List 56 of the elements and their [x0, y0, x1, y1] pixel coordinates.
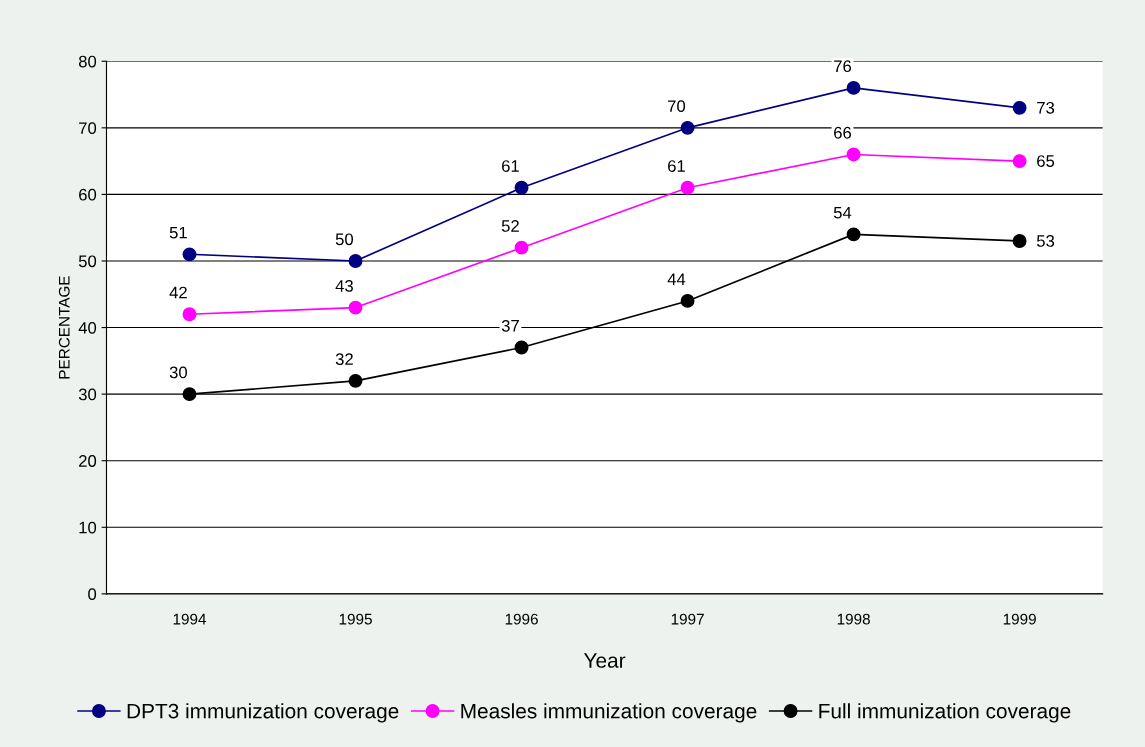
x-tick-label: 1999	[1003, 613, 1036, 625]
data-label: 61	[502, 160, 519, 172]
x-tick-label: 1997	[671, 613, 704, 625]
y-tick-label: 10	[79, 521, 97, 534]
point	[514, 180, 529, 195]
point	[348, 300, 363, 315]
data-label: 66	[834, 126, 852, 139]
point	[846, 80, 861, 95]
point	[348, 254, 363, 268]
point	[348, 373, 363, 388]
y-tick-label: 20	[79, 455, 97, 467]
data-label: 53	[1036, 235, 1055, 247]
point	[846, 147, 861, 162]
data-label: 73	[1037, 101, 1055, 114]
data-label: 37	[501, 319, 519, 332]
point	[182, 247, 197, 262]
point	[1012, 100, 1027, 115]
data-label: 54	[833, 206, 852, 219]
data-label: 52	[501, 220, 519, 232]
y-tick-label: 0	[88, 588, 97, 601]
data-label: 51	[169, 226, 187, 239]
point	[1012, 234, 1027, 248]
legend-label: Full immunization coverage	[819, 703, 1071, 723]
y-tick-label: 70	[79, 122, 97, 135]
x-tick-label: 1994	[173, 613, 207, 625]
point	[1012, 154, 1027, 169]
x-tick-label: 1996	[505, 613, 538, 625]
data-label: 76	[834, 60, 852, 73]
x-tick-label: 1995	[339, 613, 372, 625]
point	[846, 227, 861, 242]
point	[680, 120, 695, 135]
y-tick-label: 40	[78, 321, 97, 334]
y-axis-title: PERCENTAGE	[58, 276, 70, 379]
data-label: 70	[668, 100, 686, 113]
y-tick-label: 30	[78, 388, 97, 401]
x-tick-label: 1998	[837, 613, 870, 625]
point	[680, 293, 695, 308]
data-label: 50	[335, 233, 354, 246]
legend-label: Measles immunization coverage	[461, 703, 757, 723]
data-label: 42	[169, 286, 187, 299]
y-tick-label: 80	[78, 55, 97, 68]
data-label: 30	[169, 366, 187, 379]
point	[680, 180, 695, 195]
point	[514, 240, 529, 255]
data-label: 43	[335, 279, 353, 292]
x-axis-title: Year	[583, 653, 626, 668]
point	[182, 387, 197, 402]
data-label: 65	[1037, 155, 1055, 167]
point	[182, 307, 197, 322]
y-tick-label: 60	[79, 188, 97, 201]
data-label: 32	[335, 353, 353, 366]
y-tick-label: 50	[78, 255, 97, 268]
data-label: 61	[668, 160, 685, 172]
legend-label: DPT3 immunization coverage	[127, 703, 399, 723]
point	[514, 340, 529, 355]
data-label: 44	[667, 273, 686, 285]
